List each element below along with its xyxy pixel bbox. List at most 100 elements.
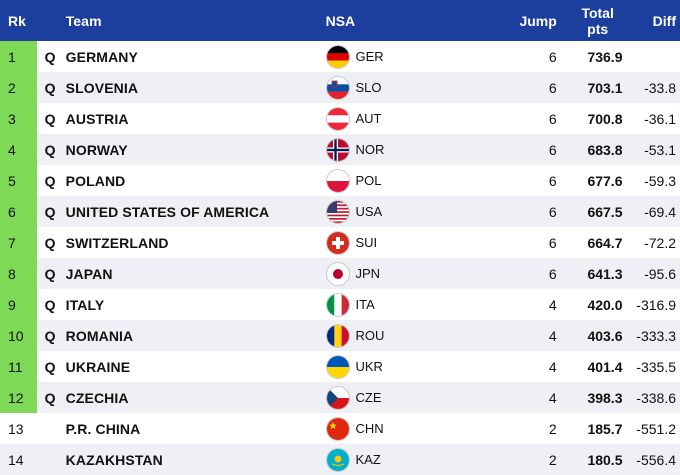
- table-row[interactable]: 5 Q POLAND POL 6 677.6 -59.3: [0, 165, 680, 196]
- header-jump[interactable]: Jump: [519, 12, 557, 29]
- total-points: 667.5: [587, 203, 623, 220]
- nsa-code: JPN: [355, 266, 381, 281]
- table-row[interactable]: 3 Q AUSTRIA AUT 6 700.8 -36.1: [0, 103, 680, 134]
- jump-count: 6: [548, 234, 557, 251]
- header-nsa[interactable]: NSA: [325, 12, 356, 29]
- header-total-pts[interactable]: Total pts: [573, 5, 623, 37]
- diff-value: -556.4: [636, 451, 676, 468]
- header-total-line2: pts: [587, 20, 609, 37]
- header-diff[interactable]: Diff: [652, 12, 676, 29]
- rank-cell: 7: [0, 227, 37, 258]
- qualified-marker: Q: [44, 327, 56, 344]
- team-name[interactable]: AUSTRIA: [65, 110, 129, 127]
- diff-value: -33.8: [644, 79, 676, 96]
- table-body: 1 Q GERMANY GER 6 736.9 2 Q SLOVENIA SLO 6 703.1 -33…: [0, 41, 680, 475]
- nsa-cell: CHN: [325, 416, 443, 441]
- qualified-marker: Q: [44, 110, 56, 127]
- team-name[interactable]: SLOVENIA: [65, 79, 139, 96]
- table-row[interactable]: 1 Q GERMANY GER 6 736.9: [0, 41, 680, 72]
- diff-value: -338.6: [636, 389, 676, 406]
- nsa-code: SLO: [355, 80, 382, 95]
- nsa-cell: USA: [325, 199, 443, 224]
- table-row[interactable]: 4 Q NORWAY NOR 6 683.8 -53.1: [0, 134, 680, 165]
- team-name[interactable]: P.R. CHINA: [65, 420, 141, 437]
- nsa-code: USA: [355, 204, 383, 219]
- rank-cell: 10: [0, 320, 37, 351]
- total-points: 401.4: [587, 358, 623, 375]
- total-points: 703.1: [587, 79, 623, 96]
- nsa-cell: ITA: [325, 292, 443, 317]
- qualified-marker: Q: [44, 389, 56, 406]
- header-team[interactable]: Team: [65, 12, 102, 29]
- rank-cell: 4: [0, 134, 37, 165]
- nsa-cell: CZE: [325, 385, 443, 410]
- nsa-code: SUI: [355, 235, 378, 250]
- nsa-code: CZE: [355, 390, 382, 405]
- table-row[interactable]: 11 Q UKRAINE UKR 4 401.4 -335.5: [0, 351, 680, 382]
- qualified-marker: Q: [44, 265, 56, 282]
- jump-count: 6: [548, 110, 557, 127]
- team-name[interactable]: NORWAY: [65, 141, 128, 158]
- nsa-cell: SLO: [325, 75, 443, 100]
- table-row[interactable]: 2 Q SLOVENIA SLO 6 703.1 -33.8: [0, 72, 680, 103]
- team-name[interactable]: JAPAN: [65, 265, 113, 282]
- nsa-code: CHN: [355, 421, 384, 436]
- nsa-cell: POL: [325, 168, 443, 193]
- nsa-code: AUT: [355, 111, 382, 126]
- qualified-marker: Q: [44, 48, 56, 65]
- table-row[interactable]: 12 Q CZECHIA CZE 4 398.3 -338.6: [0, 382, 680, 413]
- flag-romania-icon: [325, 323, 350, 348]
- rank-cell: 5: [0, 165, 37, 196]
- table-row[interactable]: 6 Q UNITED STATES OF AMERICA USA 6 667.5 -69.4: [0, 196, 680, 227]
- flag-czechia-icon: [325, 385, 350, 410]
- flag-austria-icon: [325, 106, 350, 131]
- rank-cell: 9: [0, 289, 37, 320]
- jump-count: 4: [548, 389, 557, 406]
- flag-japan-icon: [325, 261, 350, 286]
- total-points: 185.7: [587, 420, 623, 437]
- jump-count: 2: [548, 451, 557, 468]
- jump-count: 6: [548, 48, 557, 65]
- header-rank[interactable]: Rk: [8, 12, 26, 29]
- jump-count: 4: [548, 358, 557, 375]
- diff-value: -335.5: [636, 358, 676, 375]
- flag-china-icon: [325, 416, 350, 441]
- table-row[interactable]: 9 Q ITALY ITA 4 420.0 -316.9: [0, 289, 680, 320]
- table-header: Rk Team NSA Jump Total pts Diff: [0, 0, 680, 41]
- nsa-cell: NOR: [325, 137, 443, 162]
- team-name[interactable]: POLAND: [65, 172, 126, 189]
- nsa-cell: AUT: [325, 106, 443, 131]
- rank-cell: 11: [0, 351, 37, 382]
- qualified-marker: Q: [44, 141, 56, 158]
- nsa-cell: GER: [325, 44, 443, 69]
- table-row[interactable]: 14 KAZAKHSTAN KAZ 2 180.5 -556.4: [0, 444, 680, 475]
- team-name[interactable]: UKRAINE: [65, 358, 131, 375]
- flag-slovenia-icon: [325, 75, 350, 100]
- team-name[interactable]: KAZAKHSTAN: [65, 451, 163, 468]
- qualified-marker: Q: [44, 203, 56, 220]
- team-name[interactable]: GERMANY: [65, 48, 138, 65]
- team-name[interactable]: SWITZERLAND: [65, 234, 169, 251]
- flag-usa-icon: [325, 199, 350, 224]
- qualified-marker: Q: [44, 234, 56, 251]
- nsa-cell: ROU: [325, 323, 443, 348]
- table-row[interactable]: 13 P.R. CHINA CHN 2 185.7 -551.2: [0, 413, 680, 444]
- diff-value: -551.2: [636, 420, 676, 437]
- diff-value: -333.3: [636, 327, 676, 344]
- table-row[interactable]: 8 Q JAPAN JPN 6 641.3 -95.6: [0, 258, 680, 289]
- team-name[interactable]: CZECHIA: [65, 389, 129, 406]
- nsa-code: NOR: [355, 142, 385, 157]
- diff-value: -316.9: [636, 296, 676, 313]
- total-points: 420.0: [587, 296, 623, 313]
- jump-count: 6: [548, 265, 557, 282]
- table-row[interactable]: 7 Q SWITZERLAND SUI 6 664.7 -72.2: [0, 227, 680, 258]
- diff-value: -53.1: [644, 141, 676, 158]
- team-name[interactable]: ROMANIA: [65, 327, 134, 344]
- team-name[interactable]: ITALY: [65, 296, 105, 313]
- team-name[interactable]: UNITED STATES OF AMERICA: [65, 203, 270, 220]
- nsa-code: ITA: [355, 297, 375, 312]
- table-row[interactable]: 10 Q ROMANIA ROU 4 403.6 -333.3: [0, 320, 680, 351]
- nsa-code: KAZ: [355, 452, 381, 467]
- jump-count: 2: [548, 420, 557, 437]
